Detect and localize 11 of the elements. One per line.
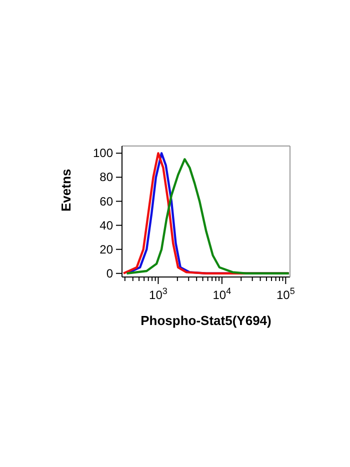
y-tick-label: 80 — [100, 170, 114, 184]
y-tick-label: 0 — [106, 266, 114, 280]
y-axis-title: Evetns — [58, 168, 74, 212]
x-tick-label: 10$^{5}$ — [276, 286, 295, 302]
y-tick-label: 60 — [100, 194, 114, 208]
x-tick-label: 10$^{3}$ — [149, 286, 168, 302]
y-tick-label: 20 — [100, 242, 114, 256]
x-axis-title: Phospho-Stat5(Y694) — [140, 313, 272, 328]
x-tick-label: 10$^{4}$ — [212, 286, 232, 302]
y-tick-label: 40 — [100, 218, 114, 232]
y-tick-label: 100 — [92, 146, 114, 160]
